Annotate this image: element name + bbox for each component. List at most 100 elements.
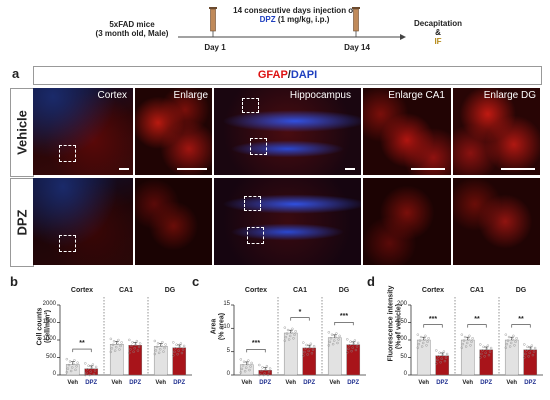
data-point: [523, 356, 526, 359]
data-point: [489, 346, 493, 350]
data-point: [172, 354, 175, 357]
data-point: [137, 345, 141, 349]
data-point: [239, 358, 243, 361]
data-point: [464, 345, 468, 348]
panel-d-letter: d: [367, 274, 375, 289]
data-point: [463, 335, 467, 339]
data-point: [93, 369, 97, 372]
data-point: [462, 339, 466, 342]
data-point: [310, 352, 314, 355]
day14-label: Day 14: [344, 43, 370, 52]
data-point: [513, 344, 516, 347]
title-sep: /: [287, 69, 291, 81]
data-point: [173, 350, 176, 354]
data-point: [175, 343, 178, 346]
data-point: [482, 345, 485, 349]
data-point: [258, 363, 261, 367]
data-point: [132, 350, 135, 353]
significance-bracket: [72, 348, 92, 353]
data-point: [470, 340, 473, 343]
significance-bracket: [246, 349, 266, 353]
data-point: [286, 328, 290, 332]
panel-a-letter: a: [12, 66, 20, 81]
data-point: [505, 342, 509, 346]
data-point: [302, 354, 305, 357]
col-title-enlarge-ca1-vehicle: Enlarge CA1: [388, 90, 445, 101]
data-point: [420, 345, 424, 348]
data-point: [138, 342, 142, 345]
data-point: [74, 368, 77, 372]
data-point: [161, 340, 164, 344]
x-tick-label: DPZ: [85, 380, 98, 386]
significance-label: **: [474, 315, 480, 323]
image-vehicle-hippocampus: Hippocampus: [214, 88, 361, 175]
significance-label: ***: [339, 313, 349, 321]
data-point: [348, 344, 351, 347]
data-point: [356, 341, 360, 345]
data-point: [427, 337, 430, 340]
data-point: [416, 333, 420, 336]
x-tick-label: DPZ: [129, 380, 142, 386]
data-point: [162, 350, 165, 353]
data-point: [504, 333, 508, 336]
data-point: [307, 349, 310, 353]
data-point: [246, 362, 249, 366]
data-point: [526, 345, 529, 349]
title-dapi: DAPI: [290, 69, 318, 81]
group-title: DG: [164, 287, 176, 294]
bar-chart-plot: [231, 297, 366, 377]
x-tick-label: Veh: [506, 380, 518, 386]
data-point: [469, 344, 472, 347]
data-point: [287, 338, 291, 341]
data-point: [84, 373, 87, 377]
col-title-enlarge-dg-vehicle: Enlarge DG: [483, 90, 536, 101]
data-point: [302, 341, 305, 344]
data-point: [267, 370, 271, 374]
data-point: [440, 357, 443, 360]
col-title-hippocampus-vehicle: Hippocampus: [289, 90, 351, 101]
data-point: [479, 343, 482, 346]
data-point: [76, 361, 79, 364]
data-point: [305, 343, 308, 347]
significance-bracket: [423, 324, 443, 328]
bar-dpz: [128, 345, 143, 376]
scale-bar: [345, 168, 355, 170]
panel-a-title: GFAP/DAPI: [34, 67, 541, 84]
data-point: [260, 369, 263, 373]
data-point: [289, 334, 292, 338]
col-title-enlarge-vehicle: Enlarge: [173, 90, 208, 101]
group-title: DG: [515, 287, 527, 294]
data-point: [471, 337, 474, 340]
y-tick-label: 1000: [42, 336, 56, 342]
data-point: [85, 371, 88, 375]
data-point: [354, 348, 358, 352]
roi-box: [59, 145, 76, 162]
data-point: [72, 362, 75, 366]
day1-label: Day 1: [204, 43, 226, 52]
x-tick-label: Veh: [241, 380, 253, 386]
data-point: [239, 371, 243, 374]
data-point: [265, 364, 269, 368]
data-point: [284, 335, 288, 339]
data-point: [84, 362, 87, 365]
data-point: [182, 344, 186, 348]
bar-dpz: [84, 368, 99, 376]
scale-bar: [501, 168, 535, 170]
roi-box: [247, 227, 264, 244]
data-point: [94, 365, 98, 369]
data-point: [327, 344, 331, 347]
data-point: [304, 347, 307, 350]
data-point: [334, 335, 337, 339]
data-point: [66, 367, 70, 370]
roi-box: [242, 98, 259, 113]
data-point: [523, 343, 526, 346]
data-point: [460, 333, 464, 336]
data-point: [136, 349, 140, 352]
data-point: [510, 341, 513, 345]
mice-label: 5xFAD mice (3 month old, Male): [92, 20, 172, 38]
data-point: [130, 344, 133, 348]
data-point: [484, 351, 487, 354]
data-point: [353, 339, 357, 342]
data-point: [245, 366, 248, 369]
data-point: [290, 331, 293, 334]
